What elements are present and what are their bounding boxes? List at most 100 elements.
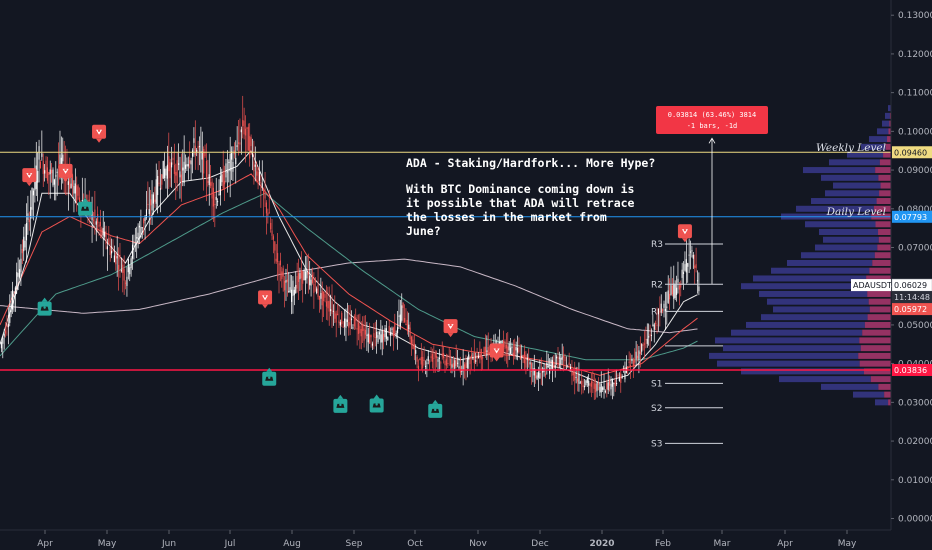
candle-body <box>274 241 276 251</box>
candle-body <box>250 137 252 147</box>
candle-body <box>99 221 101 227</box>
signal-pointer <box>26 182 33 187</box>
candle-body <box>291 289 293 302</box>
candle-body <box>394 323 396 335</box>
candle-body <box>444 360 446 366</box>
volume-profile-bar <box>867 290 891 297</box>
candle-body <box>265 202 267 214</box>
candle-body <box>353 316 355 327</box>
candle-body <box>55 175 57 177</box>
volume-profile-bar <box>867 314 891 321</box>
horizontal-levels[interactable] <box>0 151 891 371</box>
volume-profile-bar <box>877 128 889 135</box>
pivot-label: R <box>651 307 657 317</box>
candle-body <box>431 353 433 362</box>
candle-body <box>176 160 178 183</box>
candle-body <box>131 244 134 259</box>
candle-body <box>159 188 161 190</box>
time-tick-label: Sep <box>346 539 363 549</box>
signal-pointer <box>373 394 380 399</box>
candle-body <box>38 146 40 160</box>
candle-body <box>88 199 90 202</box>
candle-body <box>44 170 46 174</box>
candle-body <box>674 284 676 298</box>
candle-body <box>470 354 473 358</box>
price-axis[interactable]: 0.13000 0.12000 0.11000 0.10000 0.09000 0.080… <box>851 0 932 530</box>
candle-body <box>443 353 445 358</box>
candle-body <box>364 329 367 335</box>
candle-body <box>288 290 290 293</box>
signal-eye <box>97 129 101 132</box>
bear-signal-icon <box>489 343 504 362</box>
time-axis[interactable]: Apr May Jun Jul Aug Sep Oct Nov Dec 2020 Feb Mar Apr… <box>0 529 891 549</box>
candle-body <box>219 176 221 196</box>
candle-body <box>115 253 117 265</box>
text-annotation[interactable]: ADA - Staking/Hardfork... More Hype? Wit… <box>406 156 655 238</box>
candle-body <box>426 362 428 364</box>
price-tick-label: 0.00000 <box>898 515 932 525</box>
candle-body <box>46 167 48 181</box>
candle-body <box>133 242 135 244</box>
candle-body <box>257 167 259 184</box>
signal-pointer <box>493 357 500 362</box>
volume-profile-bar <box>833 182 881 189</box>
candle-body <box>166 164 168 179</box>
candle-body <box>59 154 61 169</box>
volume-profile-bar <box>858 352 891 359</box>
candle-body <box>434 352 436 358</box>
candle-body <box>130 258 132 268</box>
time-tick-label: Mar <box>714 539 731 549</box>
candle-body <box>642 344 644 346</box>
candle-body <box>226 171 228 173</box>
candle-body <box>433 357 435 359</box>
candle-body <box>583 385 586 388</box>
bull-signal-icon <box>78 197 93 216</box>
candle-body <box>299 272 301 280</box>
candle-body <box>617 375 619 377</box>
candle-body <box>3 333 5 337</box>
candle-body <box>466 358 468 368</box>
candle-body <box>119 254 121 259</box>
candle-body <box>7 323 9 328</box>
candle-body <box>56 171 58 173</box>
candle-body <box>696 280 699 282</box>
candle-body <box>404 317 406 323</box>
candle-body <box>137 232 139 244</box>
volume-profile-bar <box>864 368 891 375</box>
candle-body <box>645 339 647 341</box>
signal-pointer <box>262 304 269 309</box>
volume-profile-bar <box>753 275 867 282</box>
volume-profile-bar <box>767 298 869 305</box>
volume-profile-bar <box>889 112 891 119</box>
candle-body <box>606 382 608 390</box>
candle-body <box>648 336 650 338</box>
candle-body <box>458 366 460 368</box>
candle-body <box>689 251 692 253</box>
candle-body <box>224 180 226 185</box>
volume-profile-bar <box>847 151 884 158</box>
candle-body <box>328 300 330 312</box>
candle-body <box>14 287 16 294</box>
candle-body <box>97 214 99 224</box>
volume-profile-bar <box>741 368 864 375</box>
candle-body <box>229 153 231 172</box>
candle-body <box>405 323 407 326</box>
time-tick-label: Apr <box>777 539 793 549</box>
candle-body <box>95 221 97 225</box>
candle-body <box>25 223 28 241</box>
candle-body <box>415 350 417 354</box>
measure-tool[interactable]: 0.03814 (63.46%) 3814 -1 bars, -1d <box>656 106 768 284</box>
volume-profile-bar <box>859 337 891 344</box>
candle-body <box>222 172 224 189</box>
volume-profile-bar <box>889 120 891 127</box>
candle-body <box>639 351 641 354</box>
ma-long-line <box>0 258 698 334</box>
candle-body <box>162 161 164 179</box>
candle-body <box>109 246 111 256</box>
bear-head-icon <box>26 173 33 179</box>
candle-body <box>104 231 106 237</box>
volume-profile-bar <box>815 244 878 251</box>
candle-body <box>256 171 258 176</box>
candle-body <box>77 186 79 196</box>
